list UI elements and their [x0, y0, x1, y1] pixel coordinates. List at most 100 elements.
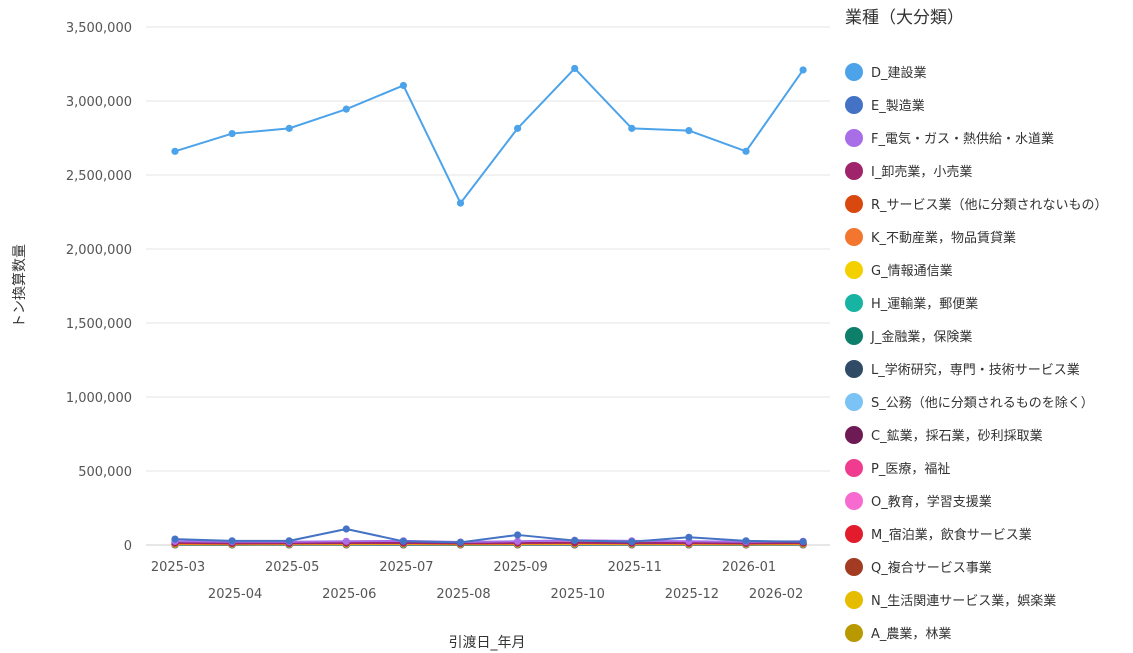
data-point[interactable] — [799, 66, 807, 74]
legend-label: K_不動産業，物品賃貸業 — [871, 231, 1017, 246]
data-point[interactable] — [742, 537, 750, 545]
legend-label: O_教育，学習支援業 — [871, 495, 992, 510]
legend-swatch — [845, 128, 863, 147]
data-point[interactable] — [571, 64, 579, 73]
legend-label: J_金融業，保険業 — [871, 330, 973, 345]
legend-item[interactable]: I_卸売業，小売業 — [845, 154, 1130, 187]
series-lines — [171, 64, 807, 549]
y-tick-label: 3,500,000 — [66, 21, 132, 36]
legend-item[interactable]: L_学術研究，専門・技術サービス業 — [845, 352, 1130, 385]
y-tick-label: 2,500,000 — [66, 169, 132, 184]
series-line — [174, 67, 804, 205]
data-point[interactable] — [456, 199, 465, 207]
data-point[interactable] — [456, 538, 465, 546]
data-point[interactable] — [342, 525, 350, 533]
data-point[interactable] — [228, 537, 236, 545]
legend-item[interactable]: P_医療，福祉 — [845, 451, 1130, 484]
legend: 業種（大分類） D_建設業 E_製造業 F_電気・ガス・熱供給・水道業 I_卸売業，小… — [845, 6, 1130, 649]
x-tick-label: 2025-10 — [551, 587, 605, 602]
data-point[interactable] — [628, 538, 636, 546]
legend-swatch — [845, 590, 863, 609]
legend-item[interactable]: H_運輸業，郵便業 — [845, 286, 1130, 319]
data-point[interactable] — [571, 536, 579, 545]
data-point[interactable] — [685, 127, 693, 135]
data-point[interactable] — [514, 537, 522, 545]
legend-swatch — [845, 557, 863, 576]
series-line — [174, 541, 804, 545]
data-point[interactable] — [514, 531, 522, 539]
series-1 — [171, 64, 807, 207]
legend-item[interactable]: S_公務（他に分類されるものを除く） — [845, 385, 1130, 418]
legend-item[interactable]: F_電気・ガス・熱供給・水道業 — [845, 121, 1130, 154]
legend-item[interactable]: D_建設業 — [845, 55, 1130, 88]
legend-swatch — [845, 194, 863, 213]
data-point[interactable] — [399, 81, 407, 90]
grid-lines — [146, 26, 830, 546]
legend-label: N_生活関連サービス業，娯楽業 — [871, 594, 1057, 609]
legend-item[interactable]: R_サービス業（他に分類されないもの） — [845, 187, 1130, 220]
legend-item[interactable]: J_金融業，保険業 — [845, 319, 1130, 352]
legend-label: M_宿泊業，飲食サービス業 — [871, 528, 1032, 543]
legend-item[interactable]: C_鉱業，採石業，砂利採取業 — [845, 418, 1130, 451]
legend-swatch — [845, 260, 863, 279]
legend-swatch — [845, 95, 863, 114]
x-axis-title: 引渡日_年月 — [449, 635, 526, 651]
data-point[interactable] — [285, 537, 293, 545]
legend-label: G_情報通信業 — [871, 264, 953, 279]
legend-swatch — [845, 524, 863, 543]
legend-label: E_製造業 — [871, 99, 925, 114]
legend-swatch — [845, 623, 863, 642]
data-point[interactable] — [171, 147, 179, 155]
data-point[interactable] — [399, 537, 407, 545]
y-axis-title: トン換算数量 — [12, 244, 28, 328]
data-point[interactable] — [171, 535, 179, 543]
data-point[interactable] — [685, 533, 693, 541]
y-axis-ticks: 0 500,000 1,000,000 1,500,000 2,000,000 2,500… — [66, 21, 132, 554]
legend-title: 業種（大分類） — [845, 8, 964, 28]
x-tick-label: 2025-08 — [436, 587, 490, 602]
legend-swatch — [845, 458, 863, 477]
x-tick-label: 2025-07 — [379, 560, 433, 575]
x-tick-label: 2025-06 — [322, 587, 376, 602]
legend-swatch — [845, 293, 863, 312]
x-tick-label: 2025-05 — [265, 560, 319, 575]
x-tick-label: 2025-09 — [493, 560, 547, 575]
legend-label: D_建設業 — [871, 66, 927, 81]
legend-item[interactable]: N_生活関連サービス業，娯楽業 — [845, 583, 1130, 616]
legend-item[interactable]: G_情報通信業 — [845, 253, 1130, 286]
legend-label: C_鉱業，採石業，砂利採取業 — [871, 429, 1043, 444]
data-point[interactable] — [514, 124, 522, 132]
data-point[interactable] — [742, 147, 750, 155]
legend-item[interactable]: K_不動産業，物品賃貸業 — [845, 220, 1130, 253]
legend-item[interactable]: M_宿泊業，飲食サービス業 — [845, 517, 1130, 550]
y-tick-label: 2,000,000 — [66, 243, 132, 258]
legend-label: S_公務（他に分類されるものを除く） — [871, 396, 1094, 411]
data-point[interactable] — [228, 129, 236, 138]
data-point[interactable] — [342, 105, 350, 113]
legend-items: D_建設業 E_製造業 F_電気・ガス・熱供給・水道業 I_卸売業，小売業 R_サービス… — [845, 55, 1130, 649]
legend-label: P_医療，福祉 — [871, 462, 951, 477]
legend-swatch — [845, 227, 863, 246]
data-point[interactable] — [628, 124, 636, 132]
y-tick-label: 1,500,000 — [66, 317, 132, 332]
y-tick-label: 1,000,000 — [66, 391, 132, 406]
legend-item[interactable]: A_農業，林業 — [845, 616, 1130, 649]
legend-swatch — [845, 425, 863, 444]
data-point[interactable] — [285, 124, 293, 132]
legend-label: I_卸売業，小売業 — [871, 165, 973, 180]
x-tick-label: 2026-01 — [722, 560, 776, 575]
y-tick-label: 3,000,000 — [66, 95, 132, 110]
x-axis-ticks: 2025-032025-042025-052025-062025-072025-… — [151, 560, 803, 602]
legend-item[interactable]: E_製造業 — [845, 88, 1130, 121]
x-tick-label: 2025-04 — [208, 587, 262, 602]
legend-item[interactable]: O_教育，学習支援業 — [845, 484, 1130, 517]
data-point[interactable] — [799, 538, 807, 546]
x-tick-label: 2025-12 — [665, 587, 719, 602]
y-tick-label: 0 — [124, 539, 132, 554]
legend-swatch — [845, 392, 863, 411]
data-point[interactable] — [342, 537, 350, 545]
legend-swatch — [845, 62, 863, 81]
legend-swatch — [845, 491, 863, 510]
legend-item[interactable]: Q_複合サービス事業 — [845, 550, 1130, 583]
